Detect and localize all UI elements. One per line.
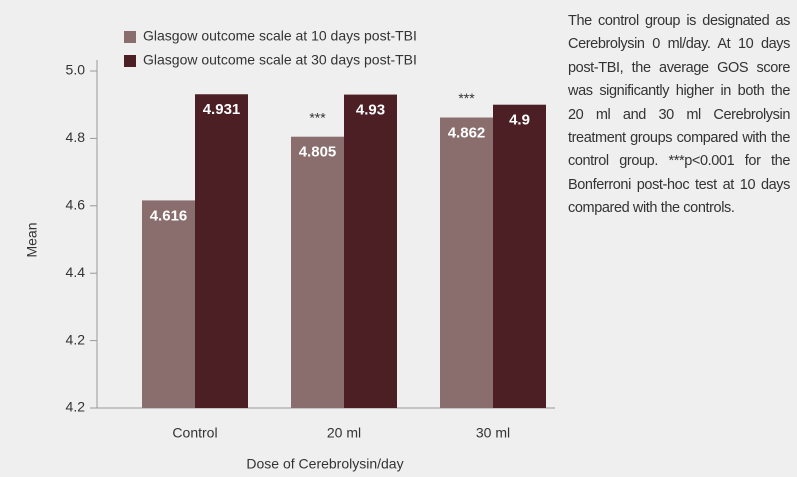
y-tick-label: 4.6 bbox=[66, 197, 86, 213]
y-tick-label: 4.8 bbox=[66, 129, 86, 145]
y-axis-label: Mean bbox=[24, 222, 40, 257]
value-label: 4.862 bbox=[448, 124, 486, 141]
annotation: *** bbox=[458, 90, 475, 106]
value-label: 4.931 bbox=[203, 101, 241, 118]
x-tick-label: 20 ml bbox=[327, 425, 361, 441]
value-label: 4.805 bbox=[299, 144, 337, 161]
bar bbox=[142, 200, 195, 408]
caption: The control group is designated as Cereb… bbox=[568, 13, 790, 217]
x-axis-label: Dose of Cerebrolysin/day bbox=[246, 456, 403, 472]
y-tick-label: 4.2 bbox=[66, 331, 86, 347]
bar bbox=[493, 104, 546, 408]
legend-label: Glasgow outcome scale at 30 days post-TB… bbox=[143, 52, 417, 68]
value-label: 4.616 bbox=[150, 207, 188, 224]
chart: Mean Dose of Cerebrolysin/day 4.2 4.2 4.4 4… bbox=[24, 28, 555, 472]
x-tick-label: Control bbox=[172, 425, 217, 441]
y-tick-label: 4.2 bbox=[66, 399, 86, 415]
legend-label: Glasgow outcome scale at 10 days post-TB… bbox=[143, 28, 417, 44]
value-label: 4.93 bbox=[356, 102, 385, 119]
value-label: 4.9 bbox=[509, 112, 530, 129]
legend-swatch bbox=[124, 55, 136, 67]
y-tick-label: 5.0 bbox=[66, 62, 86, 78]
bar bbox=[195, 94, 248, 409]
bar bbox=[291, 136, 344, 408]
legend-swatch bbox=[124, 31, 136, 43]
bar bbox=[344, 94, 397, 408]
annotation: *** bbox=[309, 109, 326, 125]
y-tick-label: 4.4 bbox=[66, 264, 86, 280]
bar bbox=[440, 117, 493, 409]
x-tick-label: 30 ml bbox=[476, 425, 510, 441]
